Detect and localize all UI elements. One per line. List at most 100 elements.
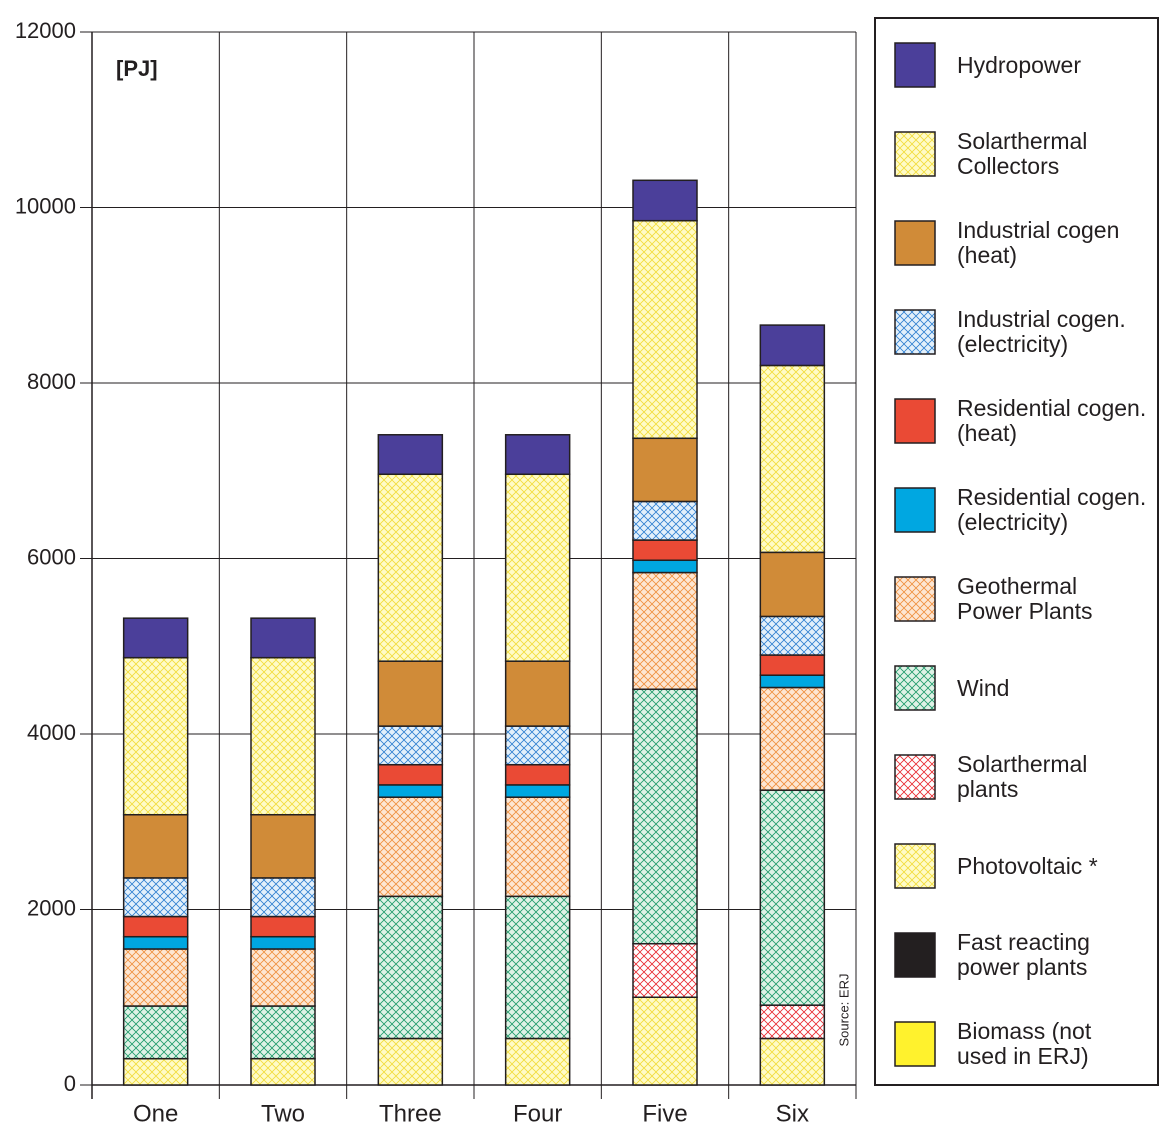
legend-swatch <box>894 754 936 800</box>
unit-label: [PJ] <box>116 56 158 81</box>
legend-item: Geothermal Power Plants <box>957 573 1093 624</box>
y-tick-label: 2000 <box>27 895 76 920</box>
bar-segment <box>377 796 444 898</box>
bar-segment <box>377 434 444 476</box>
bar-segment <box>122 948 189 1007</box>
x-tick-label: Two <box>261 1100 305 1127</box>
legend-swatch <box>894 487 936 533</box>
legend-item: Industrial cogen (heat) <box>957 217 1120 268</box>
bar-segment <box>122 1005 189 1060</box>
bar-segment <box>759 364 826 554</box>
y-tick-label: 6000 <box>27 544 76 569</box>
legend-swatch <box>894 398 936 444</box>
bar-segment <box>504 473 571 662</box>
bar-segment <box>250 656 316 816</box>
x-tick-label: Four <box>513 1100 562 1127</box>
bar-segment <box>377 725 444 766</box>
legend-item: Photovoltaic * <box>957 852 1098 879</box>
bar-segment <box>759 324 826 367</box>
bar-segment <box>250 915 316 938</box>
bar-segment <box>250 1005 316 1060</box>
bar-segment <box>759 1037 826 1086</box>
legend-item: Residential cogen. (heat) <box>957 396 1146 446</box>
bar-segment <box>504 434 571 476</box>
bar-segment <box>377 660 444 727</box>
bar-segment <box>122 935 189 950</box>
bar-segment <box>377 1037 444 1086</box>
bar-segment <box>250 948 316 1007</box>
bar-segment <box>632 539 698 562</box>
legend-item: Biomass (not used in ERJ) <box>957 1018 1092 1069</box>
x-tick-label: Three <box>379 1100 442 1127</box>
bar-segment <box>759 654 826 676</box>
bar-segment <box>759 551 826 618</box>
bar-segment <box>632 942 698 998</box>
y-tick-label: 4000 <box>27 720 76 745</box>
legend-label: Solarthermal Collectors <box>957 128 1088 179</box>
bar-segment <box>122 656 189 816</box>
legend-label: Biomass (not used in ERJ) <box>957 1018 1092 1069</box>
x-tick-label: Six <box>776 1100 809 1127</box>
bar-segment <box>632 437 698 503</box>
bar-segment <box>632 219 698 440</box>
legend-item: Solarthermal plants <box>957 751 1088 802</box>
bar-segment <box>759 789 826 1006</box>
legend-swatch <box>894 309 936 355</box>
legend-swatch <box>894 1021 936 1067</box>
bar-segment <box>632 996 698 1086</box>
bar-segment <box>632 559 698 574</box>
legend-label: Solarthermal plants <box>957 751 1088 802</box>
bar-segment <box>122 617 189 659</box>
bar-segment <box>504 763 571 786</box>
y-tick-label: 0 <box>64 1071 76 1096</box>
bar-segment <box>122 877 189 918</box>
bar-segment <box>504 1037 571 1086</box>
legend-swatch <box>894 932 936 978</box>
bar-segment <box>250 617 316 659</box>
bar-segment <box>632 179 698 222</box>
legend-label: Industrial cogen. (electricity) <box>957 306 1126 357</box>
legend-swatch <box>894 131 936 177</box>
legend-label: Residential cogen. (electricity) <box>957 484 1147 535</box>
legend-label: Geothermal Power Plants <box>957 573 1093 624</box>
legend-label: Photovoltaic * <box>957 852 1098 879</box>
bar-segment <box>377 895 444 1040</box>
legend-label: Hydropower <box>957 51 1081 78</box>
legend-label: Industrial cogen (heat) <box>957 217 1120 268</box>
legend-label: Wind <box>957 674 1010 701</box>
legend-item: Residential cogen. (electricity) <box>957 484 1147 535</box>
legend-swatch <box>894 42 936 88</box>
bar-segment <box>250 813 316 879</box>
legend-item: Fast reacting power plants <box>957 930 1090 980</box>
source-note: Source: ERJ <box>836 974 851 1047</box>
bar-segment <box>377 473 444 662</box>
bar-segment <box>504 660 571 727</box>
bar-segment <box>122 915 189 938</box>
legend-swatch <box>894 220 936 266</box>
bar-segment <box>377 763 444 786</box>
legend-item: Hydropower <box>957 51 1081 78</box>
bar-segment <box>504 796 571 898</box>
y-tick-label: 12000 <box>15 18 76 43</box>
bar-segment <box>250 1057 316 1086</box>
legend-item: Wind <box>957 674 1010 701</box>
x-tick-label: One <box>133 1100 178 1127</box>
bar-segment <box>377 784 444 798</box>
legend-item: Industrial cogen. (electricity) <box>957 306 1126 357</box>
bar-segment <box>250 935 316 950</box>
bar-segment <box>632 688 698 945</box>
bar-segment <box>122 1057 189 1086</box>
bar-segment <box>759 686 826 791</box>
legend-box <box>874 17 1159 1086</box>
legend-item: Solarthermal Collectors <box>957 128 1088 179</box>
x-tick-label: Five <box>642 1100 687 1127</box>
bar-segment <box>759 615 826 656</box>
y-tick-label: 8000 <box>27 369 76 394</box>
bar-segment <box>250 877 316 918</box>
legend-swatch <box>894 576 936 622</box>
bar-segment <box>504 725 571 766</box>
legend-swatch <box>894 843 936 889</box>
bar-segment <box>632 571 698 690</box>
bar-segment <box>759 1004 826 1040</box>
